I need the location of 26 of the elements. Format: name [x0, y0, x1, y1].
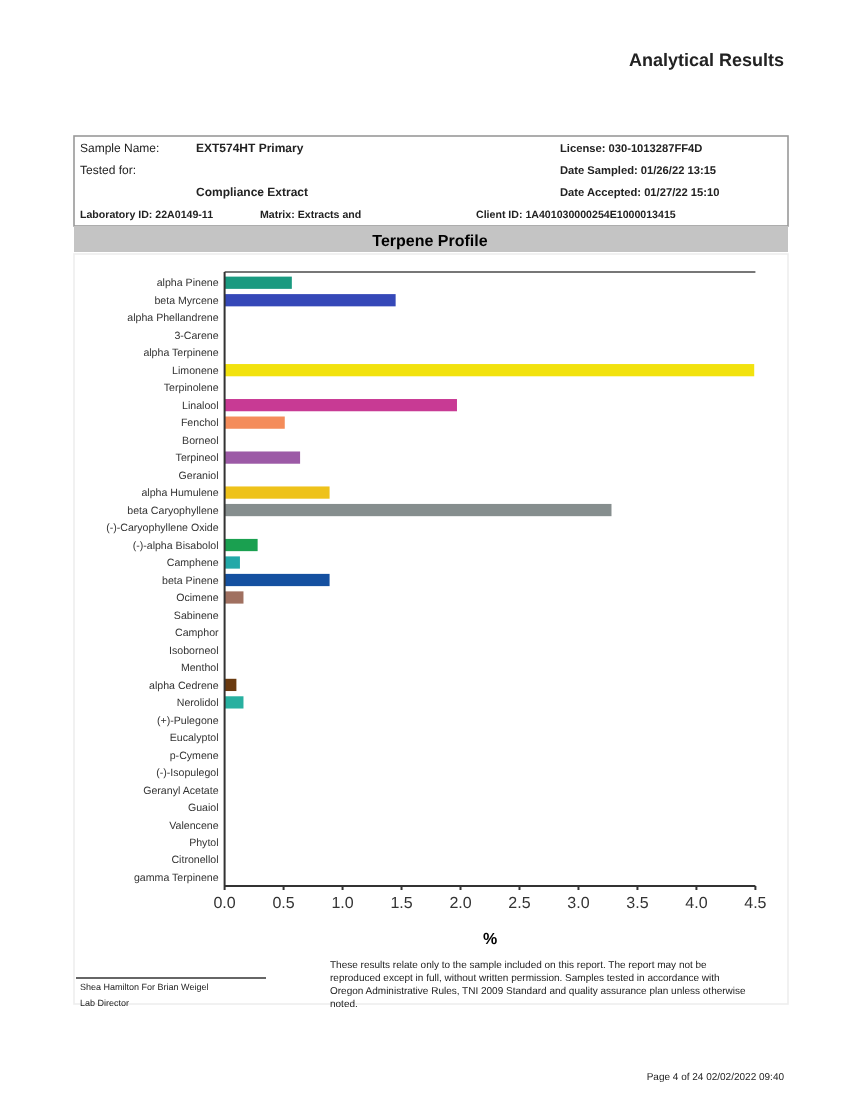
bar [224, 573, 330, 587]
x-tick-label: 3.0 [567, 894, 591, 912]
x-tick-label: 2.5 [508, 894, 532, 912]
x-tick-label: 1.0 [331, 894, 355, 912]
x-tick-label: 4.0 [685, 894, 709, 912]
bar [224, 591, 244, 604]
x-tick-label: 3.5 [626, 894, 650, 912]
x-tick-label: 0.0 [213, 894, 237, 912]
bar [224, 696, 244, 709]
bar [224, 451, 301, 464]
x-tick-label: 2.0 [449, 894, 473, 912]
bar [224, 276, 292, 289]
x-axis-title: % [482, 930, 498, 948]
text: Analytical Results [628, 50, 784, 70]
bar [224, 294, 396, 307]
bar [224, 538, 258, 552]
bar [224, 364, 755, 377]
bar [224, 486, 330, 499]
bar [224, 416, 285, 429]
bar [224, 399, 457, 412]
chart-title: Terpene Profile [372, 232, 489, 250]
x-tick-label: 0.5 [272, 894, 296, 912]
bar [224, 556, 240, 569]
x-tick-label: 1.5 [390, 894, 414, 912]
bar [224, 503, 612, 517]
x-tick-label: 4.5 [744, 894, 768, 912]
